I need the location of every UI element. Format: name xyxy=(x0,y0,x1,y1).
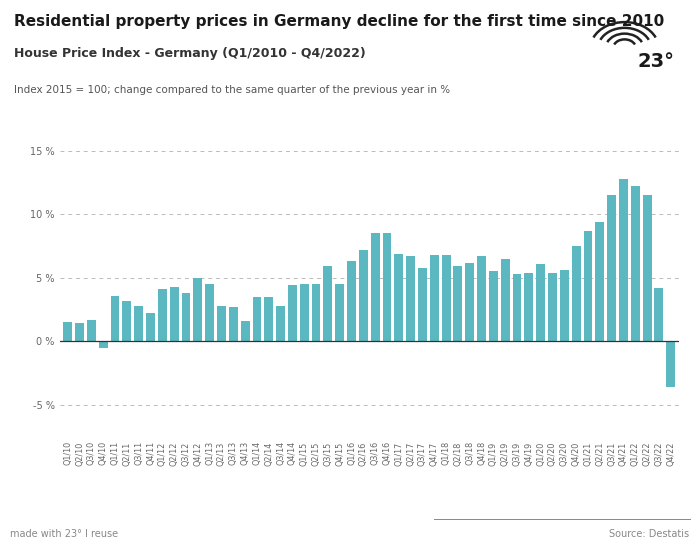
Bar xyxy=(265,297,273,341)
Bar xyxy=(466,262,474,341)
Bar xyxy=(276,306,285,341)
Bar xyxy=(512,274,522,341)
Bar xyxy=(288,285,297,341)
Bar xyxy=(454,266,463,341)
Bar xyxy=(75,323,84,341)
Bar xyxy=(371,233,379,341)
Bar xyxy=(666,341,676,387)
Bar xyxy=(99,341,108,348)
Bar xyxy=(229,307,238,341)
Bar xyxy=(359,250,368,341)
Text: 23°: 23° xyxy=(637,52,674,71)
Bar xyxy=(596,222,604,341)
Bar xyxy=(477,256,486,341)
Text: Index 2015 = 100; change compared to the same quarter of the previous year in %: Index 2015 = 100; change compared to the… xyxy=(14,85,450,95)
Bar xyxy=(347,261,356,341)
Bar xyxy=(418,267,427,341)
Bar xyxy=(442,255,451,341)
Bar xyxy=(560,270,569,341)
Bar xyxy=(489,271,498,341)
Bar xyxy=(146,313,155,341)
Bar xyxy=(394,254,403,341)
Bar xyxy=(63,322,72,341)
Bar xyxy=(572,246,580,341)
Bar xyxy=(406,256,415,341)
Bar xyxy=(631,186,640,341)
Text: House Price Index - Germany (Q1/2010 - Q4/2022): House Price Index - Germany (Q1/2010 - Q… xyxy=(14,47,365,60)
Bar xyxy=(111,295,120,341)
Bar xyxy=(312,284,321,341)
Bar xyxy=(193,278,202,341)
Bar xyxy=(524,273,533,341)
Bar xyxy=(87,320,96,341)
Bar xyxy=(300,284,309,341)
Bar xyxy=(253,297,261,341)
Bar xyxy=(430,255,439,341)
Bar xyxy=(548,273,557,341)
Bar xyxy=(241,321,249,341)
Bar xyxy=(335,284,344,341)
Bar xyxy=(181,293,190,341)
Text: Residential property prices in Germany decline for the first time since 2010: Residential property prices in Germany d… xyxy=(14,14,664,29)
Bar xyxy=(654,288,664,341)
Bar xyxy=(584,231,592,341)
Text: made with 23° I reuse: made with 23° I reuse xyxy=(10,529,118,539)
Bar xyxy=(217,306,226,341)
Bar xyxy=(169,287,178,341)
Bar xyxy=(536,264,545,341)
Text: Source: Destatis: Source: Destatis xyxy=(610,529,690,539)
Bar xyxy=(619,179,628,341)
Bar xyxy=(643,195,652,341)
Bar xyxy=(607,195,616,341)
Bar xyxy=(500,259,510,341)
Bar xyxy=(205,284,214,341)
Bar xyxy=(122,301,132,341)
Bar xyxy=(323,266,332,341)
Bar xyxy=(134,306,143,341)
Bar xyxy=(158,289,167,341)
Bar xyxy=(383,233,391,341)
